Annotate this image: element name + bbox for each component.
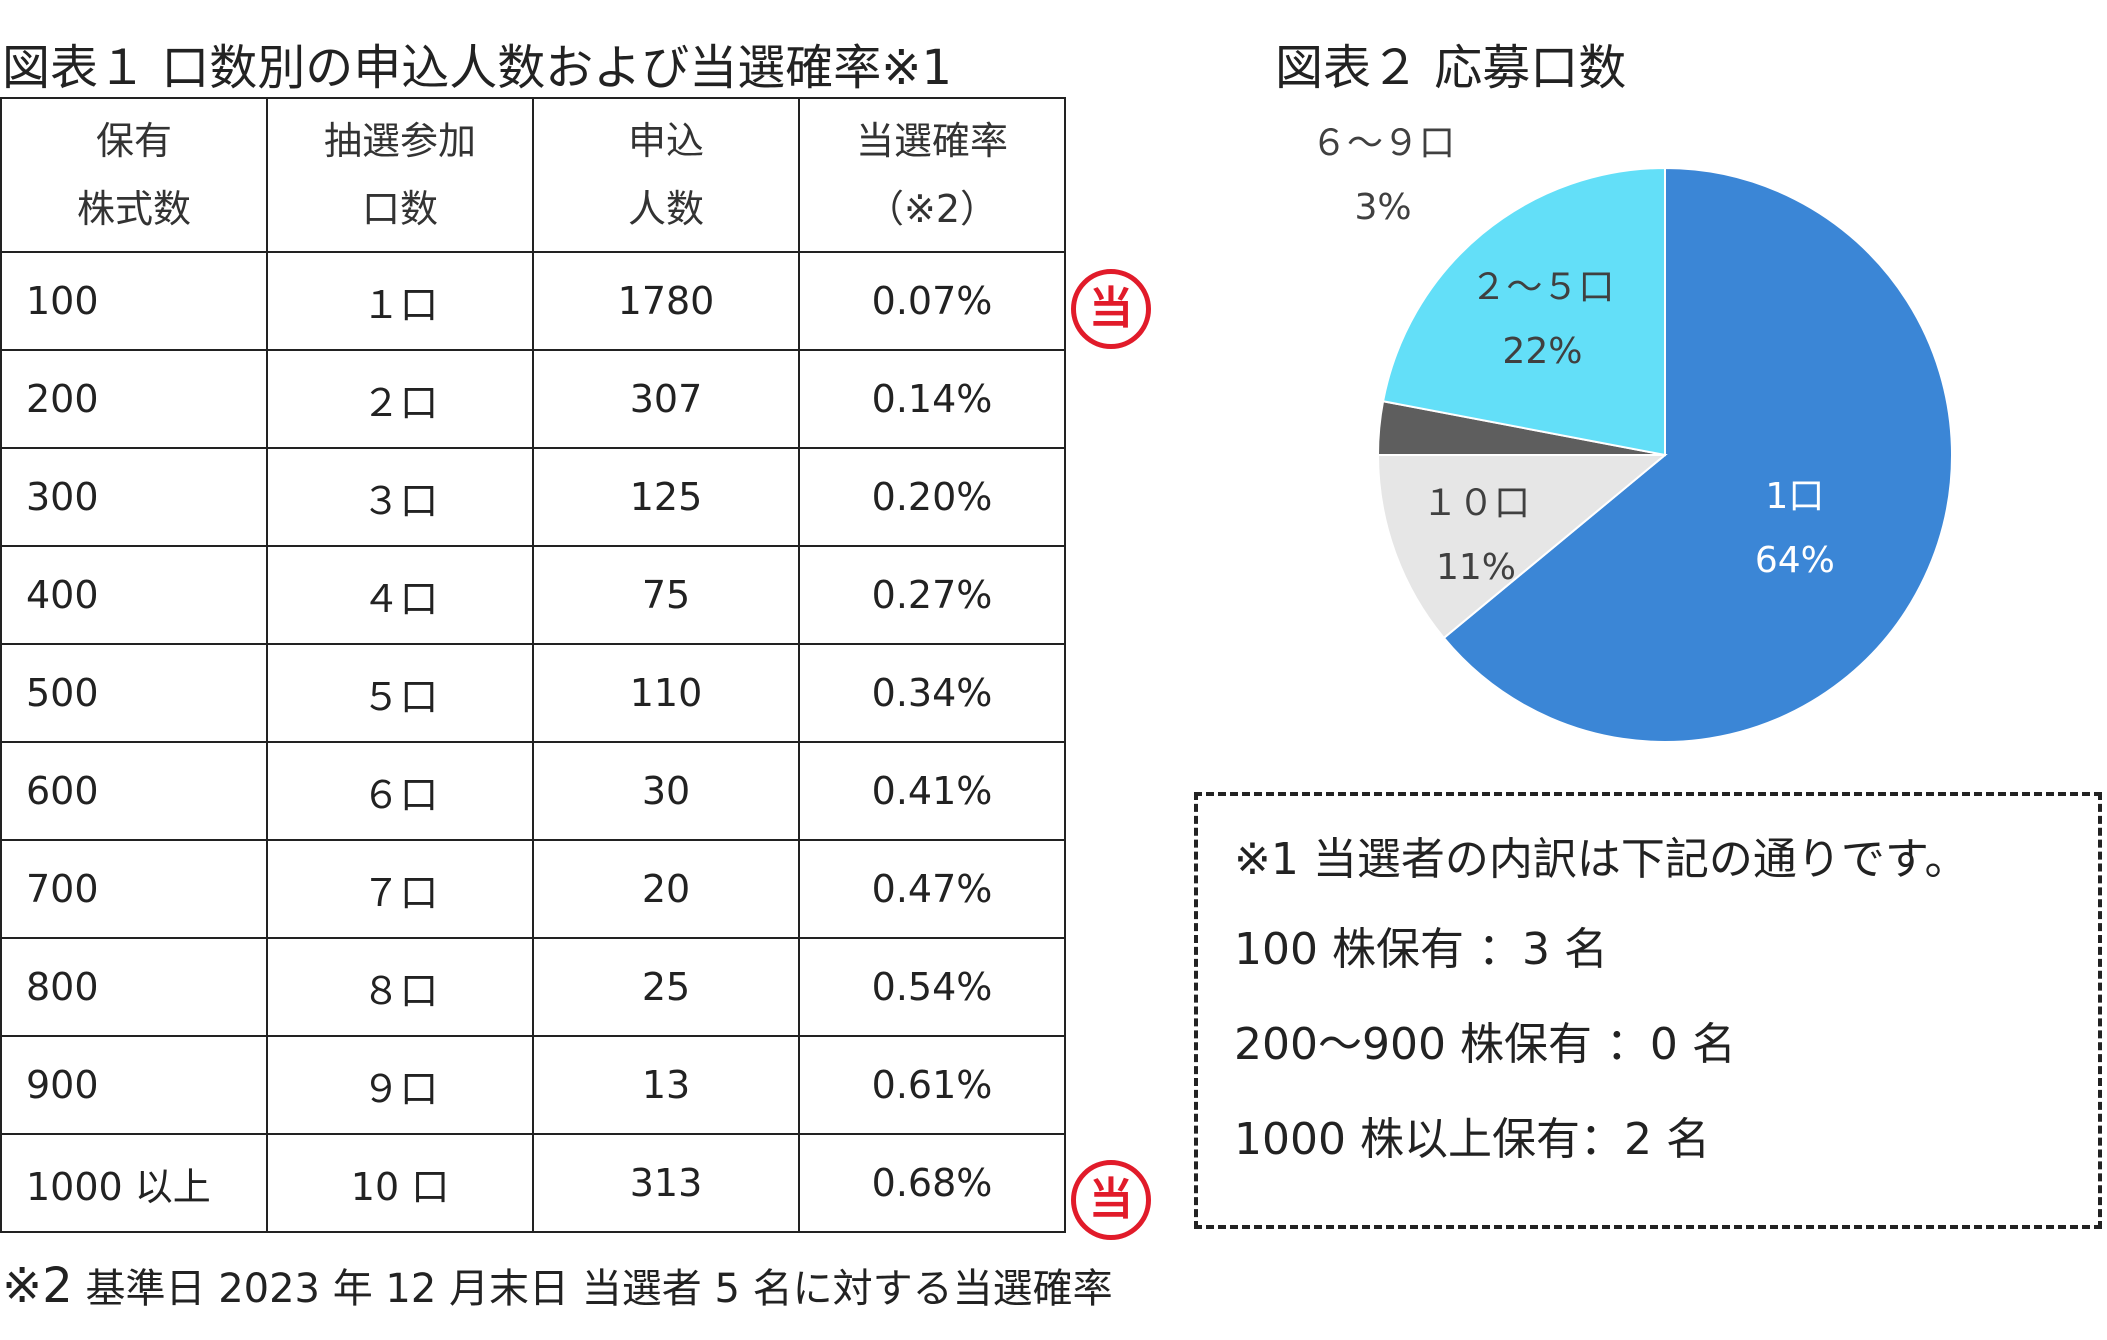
cell-units: ９口 — [266, 1035, 534, 1135]
table-row: 700 ７口 20 0.47% — [0, 839, 1066, 939]
cell-applicants: 307 — [532, 349, 800, 449]
header-probability-line2: （※2） — [865, 187, 999, 231]
table-row: 300 ３口 125 0.20% — [0, 447, 1066, 547]
slice-value-label: 3% — [1354, 187, 1411, 228]
chart-title: 図表２ 応募口数 — [1275, 40, 1627, 96]
cell-applicants: 110 — [532, 643, 800, 743]
cell-units: ４口 — [266, 545, 534, 645]
header-shares: 保有 株式数 — [0, 97, 268, 253]
slice-value-label: 64% — [1755, 540, 1835, 581]
pie-slice — [1376, 454, 1668, 640]
cell-applicants: 313 — [532, 1133, 800, 1233]
note-line: 1000 株以上保有：2 名 — [1234, 1114, 1710, 1165]
table-row: 800 ８口 25 0.54% — [0, 937, 1066, 1037]
table-title: 図表１ 口数別の申込人数および当選確率※1 — [2, 40, 953, 96]
cell-probability: 0.20% — [798, 447, 1066, 547]
notes-box: ※1 当選者の内訳は下記の通りです。 100 株保有 ：3 名 200～900 … — [1194, 792, 2102, 1229]
cell-applicants: 25 — [532, 937, 800, 1037]
cell-probability: 0.54% — [798, 937, 1066, 1037]
cell-applicants: 20 — [532, 839, 800, 939]
table-row: 1000 以上 10 口 313 0.68% — [0, 1133, 1066, 1233]
cell-applicants: 1780 — [532, 251, 800, 351]
footnote-mark: ※2 — [2, 1258, 73, 1314]
header-units-line1: 抽選参加 — [323, 119, 476, 163]
cell-units: ８口 — [266, 937, 534, 1037]
footnote-text: 基準日 2023 年 12 月末日 当選者 5 名に対する当選確率 — [72, 1266, 1113, 1312]
cell-units: ７口 — [266, 839, 534, 939]
slice-category-label: ６～９口 — [1311, 123, 1455, 164]
cell-probability: 0.61% — [798, 1035, 1066, 1135]
table-row: 500 ５口 110 0.34% — [0, 643, 1066, 743]
header-probability: 当選確率 （※2） — [798, 97, 1066, 253]
cell-probability: 0.27% — [798, 545, 1066, 645]
table-row: 900 ９口 13 0.61% — [0, 1035, 1066, 1135]
note-heading: ※1 当選者の内訳は下記の通りです。 — [1234, 834, 1969, 885]
header-applicants: 申込 人数 — [532, 97, 800, 253]
header-shares-line2: 株式数 — [76, 187, 191, 231]
pie-slice — [1442, 166, 1953, 743]
winner-stamp-icon: 当 — [1071, 269, 1151, 349]
header-units-line2: 口数 — [361, 187, 438, 231]
cell-units: 10 口 — [266, 1133, 534, 1233]
cell-units: ５口 — [266, 643, 534, 743]
table-footnote: ※2 基準日 2023 年 12 月末日 当選者 5 名に対する当選確率 — [2, 1260, 1113, 1313]
slice-category-label: ２～５口 — [1470, 267, 1614, 308]
header-applicants-line1: 申込 — [627, 119, 704, 163]
table-row: 400 ４口 75 0.27% — [0, 545, 1066, 645]
slice-category-label: １０口 — [1422, 483, 1530, 524]
table-header-row: 保有 株式数 抽選参加 口数 申込 人数 当選確率 （※2） — [0, 97, 1066, 253]
cell-probability: 0.41% — [798, 741, 1066, 841]
cell-shares: 700 — [0, 839, 268, 939]
cell-probability: 0.34% — [798, 643, 1066, 743]
header-shares-line1: 保有 — [95, 119, 172, 163]
cell-applicants: 30 — [532, 741, 800, 841]
cell-units: ２口 — [266, 349, 534, 449]
note-line: 200～900 株保有 ：0 名 — [1234, 1019, 1736, 1070]
header-probability-line1: 当選確率 — [855, 119, 1008, 163]
cell-probability: 0.14% — [798, 349, 1066, 449]
cell-shares: 200 — [0, 349, 268, 449]
slice-value-label: 11% — [1436, 547, 1516, 588]
cell-shares: 400 — [0, 545, 268, 645]
winner-stamp-icon: 当 — [1071, 1160, 1151, 1240]
table-row: 100 １口 1780 0.07% — [0, 251, 1066, 351]
header-units: 抽選参加 口数 — [266, 97, 534, 253]
pie-slice — [1376, 400, 1666, 456]
lottery-table: 保有 株式数 抽選参加 口数 申込 人数 当選確率 （※2） 100 １口 1780… — [0, 97, 1066, 1233]
cell-shares: 600 — [0, 741, 268, 841]
cell-applicants: 13 — [532, 1035, 800, 1135]
pie-slice — [1381, 166, 1666, 457]
cell-probability: 0.07% — [798, 251, 1066, 351]
note-line: 100 株保有 ：3 名 — [1234, 924, 1608, 975]
table-row: 600 ６口 30 0.41% — [0, 741, 1066, 841]
slice-value-label: 22% — [1502, 331, 1582, 372]
cell-shares: 1000 以上 — [0, 1133, 268, 1233]
cell-units: １口 — [266, 251, 534, 351]
table-row: 200 ２口 307 0.14% — [0, 349, 1066, 449]
cell-shares: 800 — [0, 937, 268, 1037]
cell-probability: 0.68% — [798, 1133, 1066, 1233]
slice-category-label: 1口 — [1765, 476, 1824, 517]
cell-shares: 500 — [0, 643, 268, 743]
cell-shares: 900 — [0, 1035, 268, 1135]
cell-units: ６口 — [266, 741, 534, 841]
cell-shares: 300 — [0, 447, 268, 547]
header-applicants-line2: 人数 — [627, 187, 704, 231]
cell-applicants: 125 — [532, 447, 800, 547]
cell-applicants: 75 — [532, 545, 800, 645]
cell-units: ３口 — [266, 447, 534, 547]
cell-shares: 100 — [0, 251, 268, 351]
cell-probability: 0.47% — [798, 839, 1066, 939]
